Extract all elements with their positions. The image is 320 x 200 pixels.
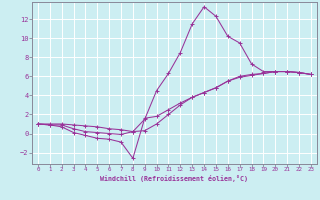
X-axis label: Windchill (Refroidissement éolien,°C): Windchill (Refroidissement éolien,°C) [100,175,248,182]
